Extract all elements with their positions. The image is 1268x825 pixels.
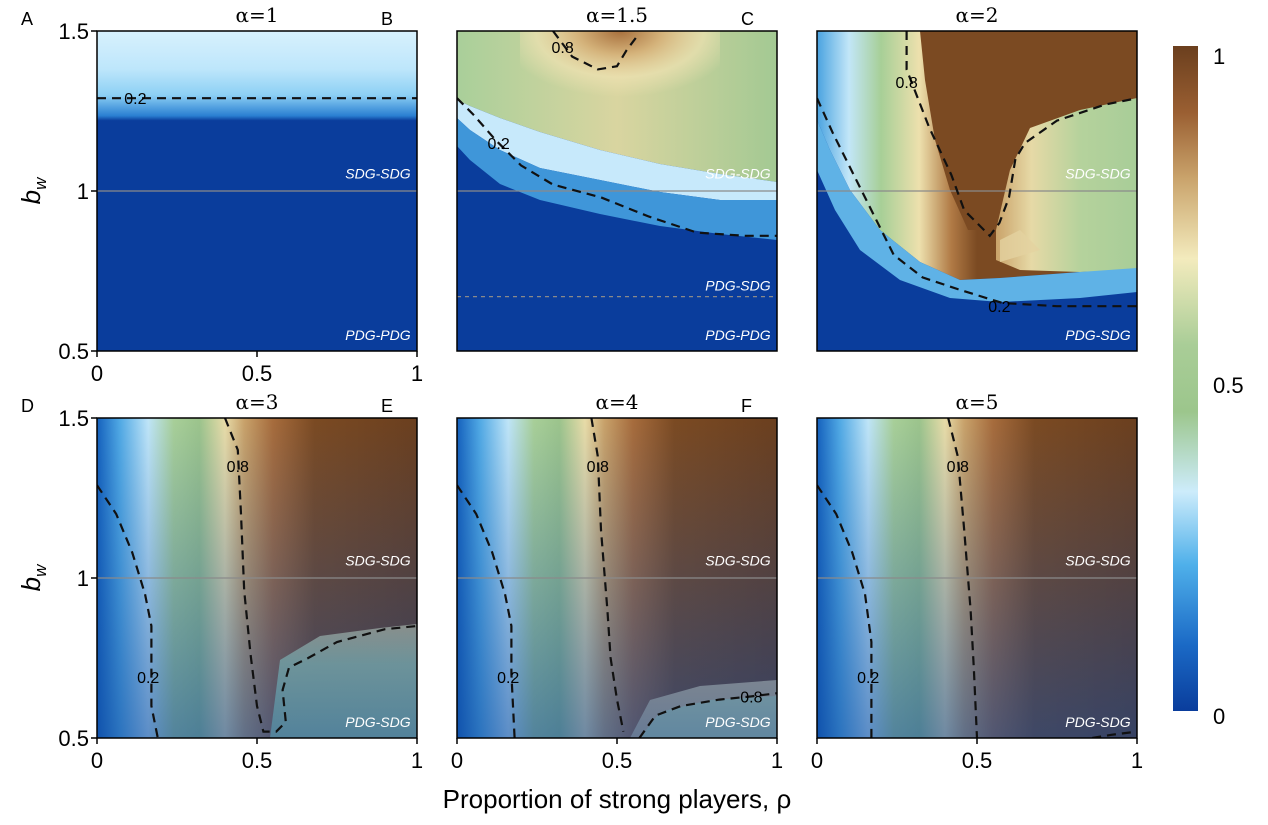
panel-c-title: α=2 [956,3,999,27]
panel-f-letter: F [741,396,752,416]
panel-d-title: α=3 [236,390,279,414]
panel-e-contour-label-2: 0.8 [740,689,762,706]
panel-e-contour-label-0: 0.2 [497,670,519,687]
panel-b-contour-label-1: 0.8 [551,40,573,57]
panel-d-x-tick-label-0: 0 [91,748,103,773]
panel-a-y-tick-label-1: 1 [77,179,89,204]
colorbar-mid-label: 0.5 [1213,373,1244,398]
svg-text:bw: bw [16,176,50,204]
colorbar-max-label: 1 [1213,44,1225,69]
panel-a-region-label-1: PDG-PDG [345,327,410,343]
panel-d-x-tick-label-2: 1 [411,748,423,773]
panel-e-letter: E [381,396,393,416]
panel-b-region-label-1: PDG-SDG [705,277,770,293]
panel-f-contour-08-1 [947,418,979,738]
panel-a-letter: A [21,9,33,29]
panel-f-x-tick-label-1: 0.5 [962,748,993,773]
panel-e-x-tick-label-0: 0 [451,748,463,773]
svg-text:bw: bw [16,563,50,591]
panel-f-x-tick-label-0: 0 [811,748,823,773]
colorbar: 1 0.5 0 [1173,44,1244,729]
panel-d-y-tick-label-2: 1.5 [58,406,89,431]
panel-c-contour-label-1: 0.8 [895,75,917,92]
panel-d-x-tick-label-1: 0.5 [242,748,273,773]
y-axis-title-top-base: b [16,190,46,204]
panel-d-region-label-1: PDG-SDG [345,714,410,730]
panel-b-region-label-2: PDG-PDG [705,327,770,343]
panel-f-title: α=5 [956,390,999,414]
panel-d-contour-label-0: 0.2 [137,670,159,687]
panel-b-region-label-0: SDG-SDG [705,165,770,181]
panel-a-title: α=1 [236,3,279,27]
y-axis-title-top-sub: w [31,176,50,190]
y-axis-title-top: bw [16,176,50,204]
panel-e-contour-02-0 [457,484,516,738]
panel-b-letter: B [381,9,393,29]
panel-e-contour-08-2 [638,692,777,738]
panel-c-contour-label-0: 0.2 [988,299,1010,316]
panel-b-contour-label-0: 0.2 [487,136,509,153]
panel-f-contour-label-1: 0.8 [947,459,969,476]
panel-d-region-label-0: SDG-SDG [345,552,410,568]
panel-f-region-label-1: PDG-SDG [1065,714,1130,730]
panel-c-region-label-0: SDG-SDG [1065,165,1130,181]
panel-f-contour-08-2 [1092,730,1137,738]
panel-d-contour-08-1 [223,418,417,733]
panel-f-contour-02-0 [817,484,873,738]
panel-e-region-label-0: SDG-SDG [705,552,770,568]
y-axis-title-bottom-sub: w [31,563,50,577]
panel-e-x-tick-label-1: 0.5 [602,748,633,773]
panel-b-frame [456,30,778,352]
panel-c-frame [816,30,1138,352]
panel-e-contour-08-1 [590,418,625,732]
x-axis-title: Proportion of strong players, ρ [443,784,792,814]
panel-a-y-tick-label-2: 1.5 [58,19,89,44]
panel-c-region-label-1: PDG-SDG [1065,327,1130,343]
panel-a-region-label-0: SDG-SDG [345,165,410,181]
panel-d-y-tick-label-1: 1 [77,566,89,591]
y-axis-title-bottom-base: b [16,577,46,591]
panel-b-contour-02-0 [457,97,777,237]
panel-a-x-tick-label-2: 1 [411,361,423,386]
panel-d-letter: D [21,396,34,416]
panel-d-y-tick-label-0: 0.5 [58,726,89,751]
panel-b-title: α=1.5 [586,3,648,27]
panel-a-x-tick-label-1: 0.5 [242,361,273,386]
colorbar-min-label: 0 [1213,704,1225,729]
panel-a-x-tick-label-0: 0 [91,361,103,386]
panel-e-contour-label-1: 0.8 [587,459,609,476]
panel-d-contour-02-0 [97,484,159,738]
panel-c-letter: C [741,9,754,29]
panel-e-x-tick-label-2: 1 [771,748,783,773]
panel-c-contour-02-0 [817,97,1137,308]
panel-d-contour-label-1: 0.8 [227,459,249,476]
panel-a-y-tick-label-0: 0.5 [58,339,89,364]
panel-e-region-label-1: PDG-SDG [705,714,770,730]
y-axis-title-bottom: bw [16,563,50,591]
panel-c-contour-08-1 [905,31,1137,238]
colorbar-gradient [1173,46,1198,711]
panel-f-region-label-0: SDG-SDG [1065,552,1130,568]
panel-f-contour-label-0: 0.2 [857,670,879,687]
panel-f-x-tick-label-2: 1 [1131,748,1143,773]
panel-e-title: α=4 [596,390,639,414]
panel-a-contour-label-0: 0.2 [124,91,146,108]
